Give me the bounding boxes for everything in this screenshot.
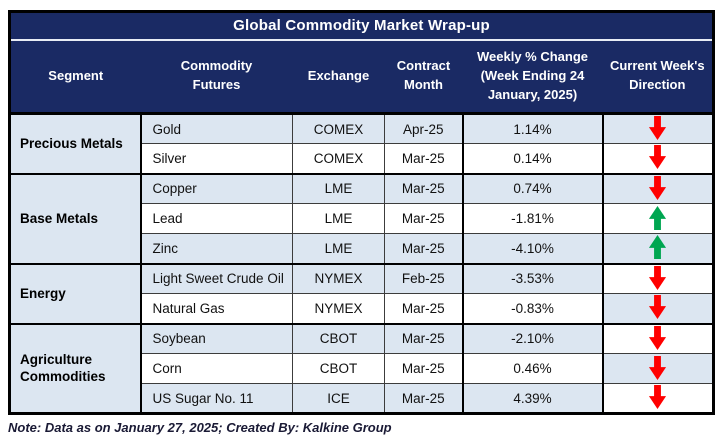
table-row: Natural Gas NYMEX Mar-25 -0.83% [10,293,715,324]
exchange-cell: COMEX [292,143,385,174]
up-arrow-icon [647,205,668,231]
down-arrow-icon [647,144,668,170]
table-row: Zinc LME Mar-25 -4.10% [10,233,715,264]
exchange-cell: ICE [292,383,385,414]
header-row: Segment Commodity Futures Exchange Contr… [9,39,714,115]
column-header-commodity-futures: Commodity Futures [140,39,293,115]
down-arrow-icon [647,115,668,141]
column-header-exchange: Exchange [292,39,385,115]
column-header-contract-month: Contract Month [384,39,463,115]
weekly-change-cell: -0.83% [462,293,604,324]
weekly-change-cell: -1.81% [462,203,604,234]
weekly-change-cell: 4.39% [462,383,604,414]
commodity-table: Global Commodity Market Wrap-up Segment … [8,10,716,415]
exchange-cell: NYMEX [292,262,385,294]
exchange-cell: LME [292,172,385,204]
table-row: Base Metals Copper LME Mar-25 0.74% [9,172,715,264]
table-row: Agriculture Commodities Soybean CBOT Mar… [9,322,715,414]
down-arrow-icon [647,355,668,381]
segment-cell-agriculture: Agriculture Commodities [9,322,142,414]
direction-cell [601,262,715,294]
title-row: Global Commodity Market Wrap-up [9,11,714,41]
table-row: Corn CBOT Mar-25 0.46% [10,353,715,384]
direction-cell [601,233,715,264]
direction-cell [601,172,715,204]
exchange-cell: COMEX [292,113,385,144]
down-arrow-icon [647,294,668,320]
segment-cell-base-metals: Base Metals [9,172,142,264]
contract-month-cell: Feb-25 [384,262,464,294]
commodity-cell: US Sugar No. 11 [140,383,293,414]
exchange-cell: CBOT [292,322,385,354]
commodity-cell: Soybean [140,322,293,354]
contract-month-cell: Mar-25 [384,203,464,234]
contract-month-cell: Mar-25 [384,143,464,174]
table-row: Precious Metals Gold COMEX Apr-25 1.14% [9,113,715,174]
commodity-cell: Light Sweet Crude Oil [140,262,293,294]
weekly-change-cell: -4.10% [462,233,604,264]
weekly-change-cell: 0.74% [462,172,604,204]
table-title: Global Commodity Market Wrap-up [9,11,714,41]
direction-cell [601,353,715,384]
commodity-cell: Lead [140,203,293,234]
exchange-cell: LME [292,233,385,264]
exchange-cell: CBOT [292,353,385,384]
contract-month-cell: Apr-25 [384,113,464,144]
footnote: Note: Data as on January 27, 2025; Creat… [8,420,392,435]
exchange-cell: NYMEX [292,293,385,324]
table-row: US Sugar No. 11 ICE Mar-25 4.39% [10,383,715,414]
weekly-change-cell: -3.53% [462,262,604,294]
contract-month-cell: Mar-25 [384,322,464,354]
column-header-segment: Segment [9,39,141,115]
down-arrow-icon [647,325,668,351]
up-arrow-icon [647,234,668,260]
direction-cell [601,203,715,234]
commodity-cell: Zinc [140,233,293,264]
commodity-cell: Gold [140,113,293,144]
column-header-direction: Current Week's Direction [602,39,714,115]
table-row: Silver COMEX Mar-25 0.14% [10,143,715,174]
weekly-change-cell: 1.14% [462,113,604,144]
weekly-change-cell: 0.46% [462,353,604,384]
down-arrow-icon [647,265,668,291]
contract-month-cell: Mar-25 [384,383,464,414]
segment-cell-energy: Energy [9,262,142,324]
table-row: Energy Light Sweet Crude Oil NYMEX Feb-2… [9,262,715,324]
contract-month-cell: Mar-25 [384,293,464,324]
exchange-cell: LME [292,203,385,234]
direction-cell [601,113,715,144]
weekly-change-cell: -2.10% [462,322,604,354]
down-arrow-icon [647,175,668,201]
commodity-cell: Copper [140,172,293,204]
column-header-weekly-change: Weekly % Change (Week Ending 24 January,… [462,39,603,115]
direction-cell [601,383,715,414]
weekly-change-cell: 0.14% [462,143,604,174]
direction-cell [601,293,715,324]
contract-month-cell: Mar-25 [384,353,464,384]
contract-month-cell: Mar-25 [384,233,464,264]
commodity-cell: Corn [140,353,293,384]
direction-cell [601,143,715,174]
commodity-cell: Silver [140,143,293,174]
segment-cell-precious-metals: Precious Metals [9,113,142,174]
contract-month-cell: Mar-25 [384,172,464,204]
commodity-cell: Natural Gas [140,293,293,324]
direction-cell [601,322,715,354]
down-arrow-icon [647,384,668,410]
